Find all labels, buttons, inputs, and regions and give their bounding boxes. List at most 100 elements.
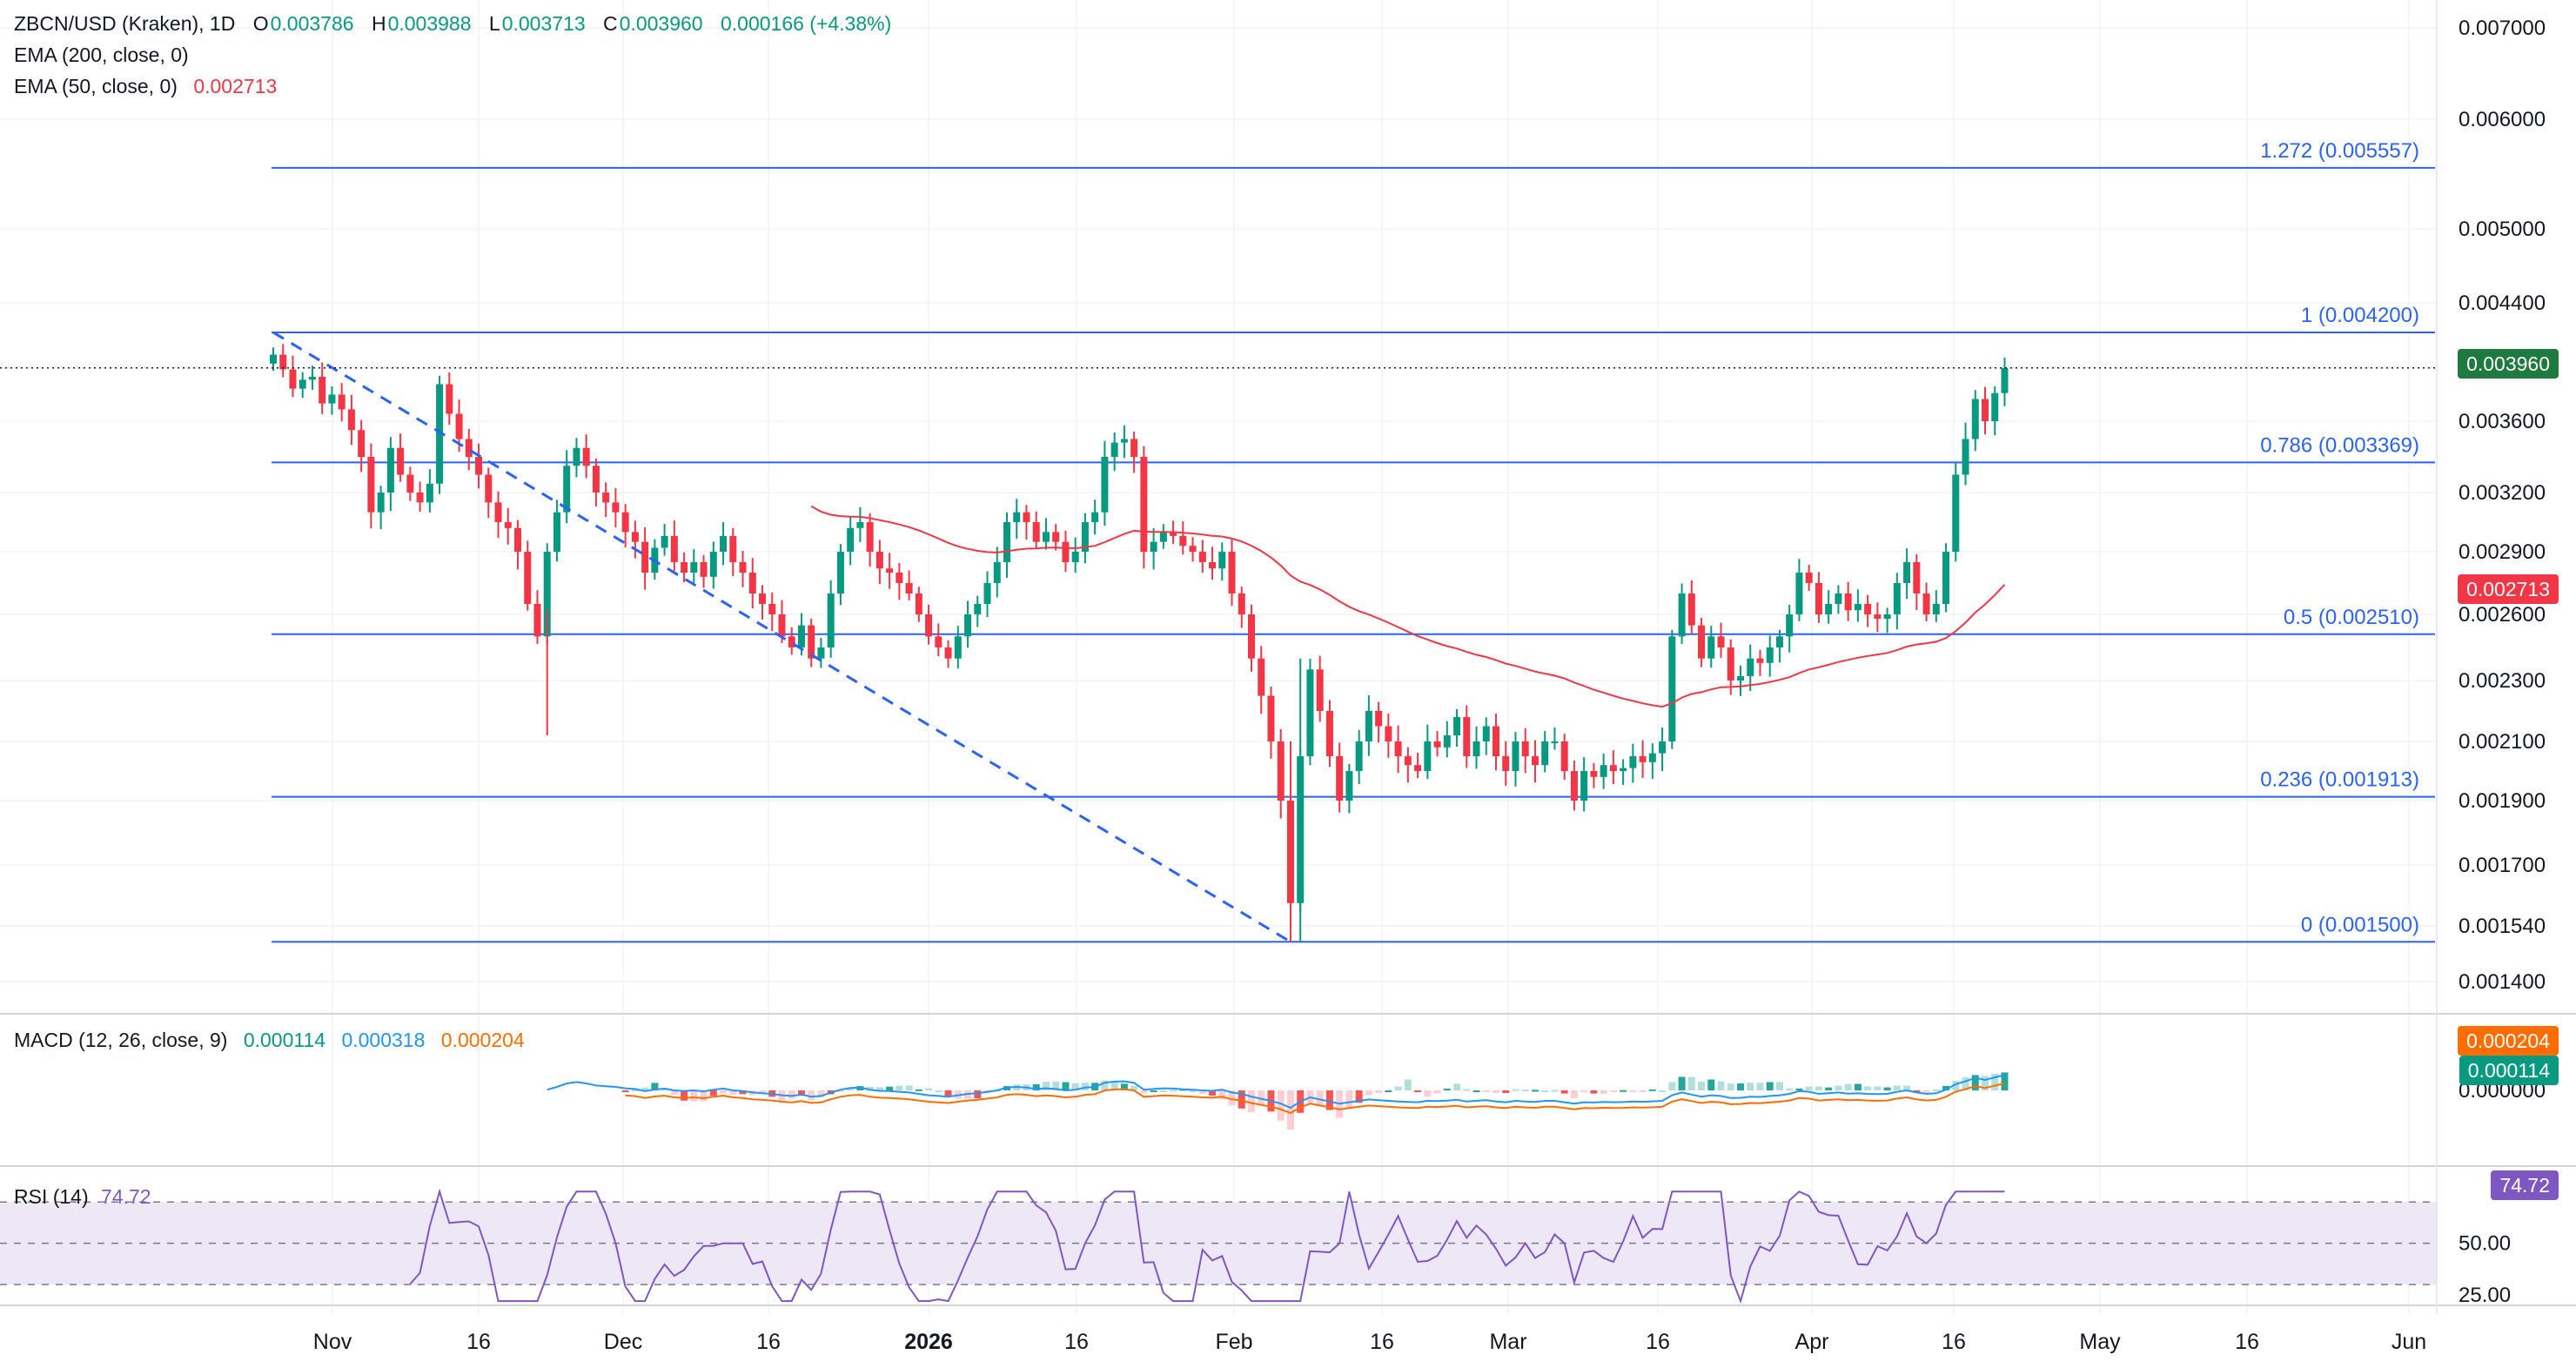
candle-body bbox=[524, 552, 532, 604]
candle-body bbox=[1140, 457, 1148, 552]
macd-histogram-bar bbox=[1756, 1083, 1764, 1090]
candle-body bbox=[1747, 658, 1754, 676]
candle-body bbox=[328, 394, 336, 404]
candle-body bbox=[1345, 771, 1353, 801]
price-tick-label: 0.002600 bbox=[2459, 603, 2546, 627]
candle-body bbox=[1639, 756, 1647, 762]
candle-body bbox=[1903, 562, 1911, 583]
candle-body bbox=[416, 493, 424, 503]
macd-histogram-bar bbox=[1081, 1083, 1089, 1090]
price-tick-label: 0.003200 bbox=[2459, 481, 2546, 505]
candle-body bbox=[1825, 604, 1833, 614]
candle-body bbox=[465, 439, 473, 457]
macd-histogram-bar bbox=[866, 1086, 874, 1090]
macd-histogram-bar bbox=[1110, 1081, 1118, 1090]
time-tick-label: May bbox=[2079, 1330, 2121, 1354]
candle-body bbox=[1942, 552, 1950, 604]
candle-body bbox=[1668, 636, 1676, 741]
macd-histogram-bar bbox=[808, 1090, 815, 1101]
fib-retracement[interactable]: 1.272 (0.005557) 1 (0.004200) 0.786 (0.003… bbox=[272, 139, 2435, 943]
candle-body bbox=[1590, 771, 1598, 777]
low-label: L bbox=[488, 12, 500, 35]
candle-body bbox=[1493, 726, 1499, 756]
candle-body bbox=[1003, 522, 1010, 562]
macd-legend[interactable]: MACD (12, 26, close, 9) 0.000114 0.00031… bbox=[14, 1029, 525, 1052]
macd-line bbox=[547, 1074, 2005, 1110]
symbol-title[interactable]: ZBCN/USD (Kraken), 1D bbox=[14, 12, 236, 35]
macd-hist-pill: 0.000114 bbox=[2459, 1056, 2559, 1085]
macd-histogram-bar bbox=[1580, 1090, 1588, 1092]
candle-body bbox=[1110, 442, 1118, 457]
macd-histogram-bar bbox=[1248, 1090, 1255, 1112]
candle-body bbox=[1835, 593, 1842, 604]
macd-histogram-bar bbox=[709, 1090, 717, 1096]
candle-body bbox=[1893, 583, 1901, 614]
candle-body bbox=[1766, 647, 1774, 663]
candle-body bbox=[670, 535, 678, 562]
candle-body bbox=[954, 636, 962, 659]
candle-body bbox=[983, 583, 991, 604]
macd-histogram-bar bbox=[1600, 1090, 1607, 1094]
candle-body bbox=[1472, 741, 1480, 756]
fib-level-label: 0.5 (0.002510) bbox=[2284, 606, 2419, 629]
ema50-label[interactable]: EMA (50, close, 0) bbox=[14, 75, 178, 97]
macd-histogram-bar bbox=[1463, 1089, 1471, 1091]
macd-histogram-bar bbox=[1453, 1083, 1461, 1090]
candle-body bbox=[1952, 474, 1960, 552]
macd-histogram-bar bbox=[1209, 1090, 1217, 1096]
macd-histogram-bar bbox=[1238, 1090, 1245, 1109]
candle-body bbox=[1932, 604, 1940, 614]
ema200-label[interactable]: EMA (200, close, 0) bbox=[14, 44, 189, 66]
macd-histogram-bar bbox=[641, 1087, 649, 1090]
candle-body bbox=[1854, 604, 1862, 611]
macd-histogram-bar bbox=[1659, 1090, 1667, 1092]
macd-histogram-bar bbox=[1786, 1088, 1794, 1090]
candle-body bbox=[475, 457, 483, 475]
macd-histogram-bar bbox=[1198, 1090, 1206, 1095]
macd-histogram-bar bbox=[886, 1086, 894, 1090]
candle-body bbox=[1306, 669, 1314, 756]
candle-body bbox=[1198, 552, 1206, 562]
candle-body bbox=[709, 552, 717, 577]
candle-body bbox=[1717, 636, 1725, 647]
macd-histogram-bar bbox=[1345, 1090, 1353, 1109]
ema200-legend[interactable]: EMA (200, close, 0) bbox=[14, 44, 189, 67]
macd-histogram-bar bbox=[681, 1090, 688, 1101]
ema50-legend[interactable]: EMA (50, close, 0) 0.002713 bbox=[14, 75, 277, 98]
time-tick-label: 16 bbox=[2235, 1330, 2259, 1354]
macd-histogram-bar bbox=[1795, 1088, 1803, 1090]
candle-body bbox=[1775, 636, 1783, 647]
macd-histogram-bar bbox=[1874, 1086, 1882, 1090]
panel-dividers[interactable] bbox=[0, 0, 2576, 1314]
macd-histogram-bar bbox=[1424, 1090, 1432, 1097]
axes: 0.007000 0.006000 0.005000 0.004400 0.003600… bbox=[313, 17, 2546, 1354]
macd-histogram-bar bbox=[1639, 1090, 1647, 1092]
candle-body bbox=[1883, 614, 1891, 620]
candle-body bbox=[1189, 546, 1197, 552]
candle-body bbox=[1130, 439, 1138, 457]
symbol-legend[interactable]: ZBCN/USD (Kraken), 1D O0.003786 H0.00398… bbox=[14, 12, 891, 36]
rsi-legend[interactable]: RSI (14) 74.72 bbox=[14, 1185, 151, 1209]
rsi-title[interactable]: RSI (14) bbox=[14, 1185, 89, 1208]
candle-body bbox=[1991, 392, 1999, 421]
macd-histogram-bar bbox=[896, 1085, 903, 1090]
macd-histogram-bar bbox=[1864, 1086, 1872, 1090]
macd-title[interactable]: MACD (12, 26, close, 9) bbox=[14, 1029, 228, 1051]
macd-histogram-bar bbox=[1903, 1085, 1911, 1090]
macd-histogram-bar bbox=[651, 1083, 659, 1090]
candle-body bbox=[1531, 756, 1539, 766]
macd-histogram-bar bbox=[1825, 1087, 1833, 1090]
macd-histogram-bar bbox=[1277, 1090, 1285, 1121]
candle-body bbox=[1687, 593, 1695, 626]
candle-body bbox=[905, 583, 913, 593]
candle-body bbox=[1620, 768, 1627, 771]
macd-histogram-bar bbox=[935, 1090, 943, 1092]
candle-body bbox=[1248, 614, 1255, 659]
macd-histogram-bar bbox=[1727, 1083, 1734, 1090]
macd-histogram-bar bbox=[1844, 1083, 1852, 1090]
trendline[interactable] bbox=[272, 331, 1291, 943]
macd-histogram-bar bbox=[1932, 1089, 1940, 1091]
candle-body bbox=[1805, 573, 1813, 583]
macd-histogram-bar bbox=[1472, 1090, 1480, 1092]
